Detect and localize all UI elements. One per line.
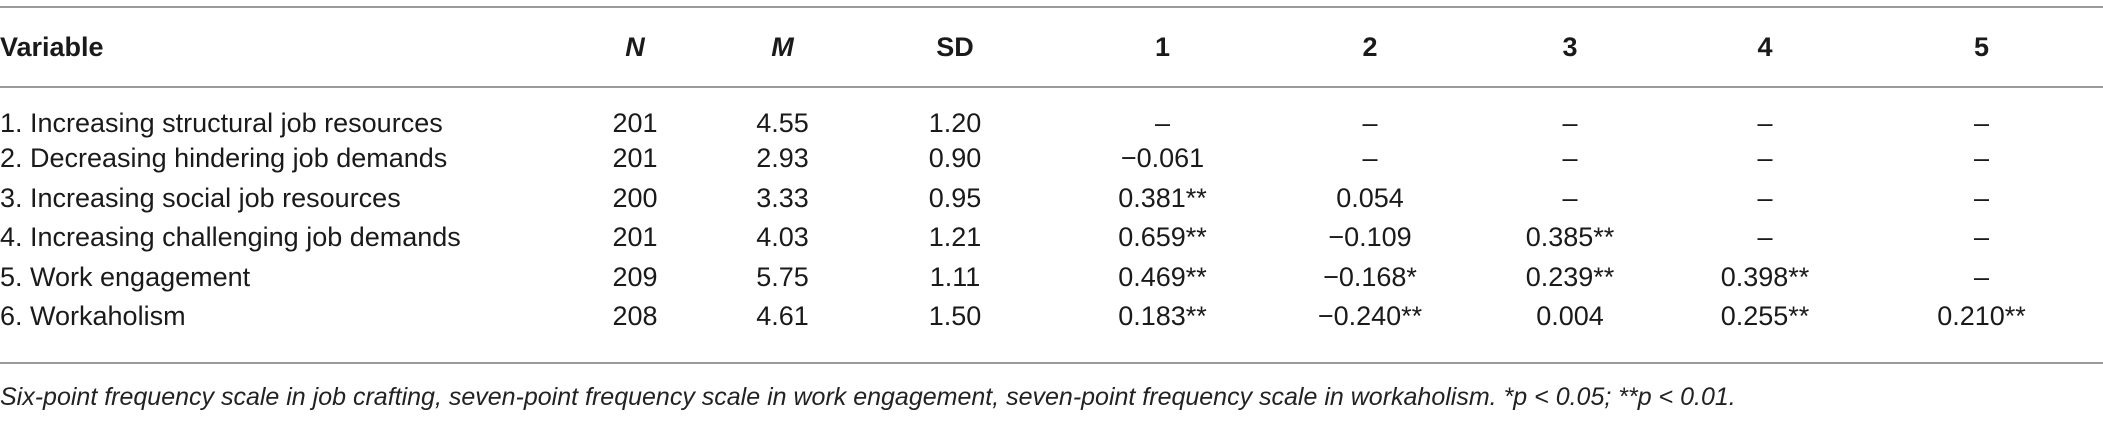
cell-sd: 0.90 [928,143,982,174]
table-row: 2. Decreasing hindering job demands 201 … [0,139,2103,179]
cell-sd: 0.95 [928,182,982,213]
cell-corr-5: – [1973,261,1990,292]
cell-n: 209 [612,261,658,292]
cell-corr-3: – [1562,143,1578,174]
header-n: N [625,31,645,62]
table-row: 6. Workaholism 208 4.61 1.50 0.183** −0.… [0,297,2103,337]
header-rule [0,86,2103,88]
header-row: Variable N M SD 1 2 3 4 5 [0,0,2103,90]
cell-corr-5: – [1973,182,1990,213]
cell-m: 4.03 [756,222,809,253]
header-col-4: 4 [1757,31,1773,62]
cell-corr-4: – [1757,222,1773,253]
cell-corr-2: 0.054 [1336,182,1404,213]
cell-sd: 1.50 [928,301,982,332]
cell-n: 208 [612,301,658,332]
cell-corr-4: – [1757,108,1773,138]
cell-corr-5: – [1973,108,1990,138]
cell-corr-1: 0.183** [1118,301,1207,332]
table-row: 3. Increasing social job resources 200 3… [0,179,2103,219]
cell-sd: 1.11 [929,261,981,292]
header-col-3: 3 [1562,31,1578,62]
header-sd: SD [936,31,974,62]
cell-m: 4.61 [756,301,809,332]
cell-corr-5: – [1973,143,1990,174]
cell-n: 200 [612,182,658,213]
header-m: M [771,31,794,62]
bottom-rule [0,362,2103,364]
cell-variable: 6. Workaholism [0,301,186,332]
header-variable: Variable [0,31,104,62]
table-row: 4. Increasing challenging job demands 20… [0,218,2103,258]
top-rule [0,6,2103,8]
cell-n: 201 [612,222,658,253]
cell-corr-1: 0.469** [1118,261,1207,292]
cell-variable: 3. Increasing social job resources [0,182,401,213]
cell-corr-4: – [1757,182,1773,213]
cell-corr-2: −0.168* [1323,261,1417,292]
cell-m: 5.75 [756,261,809,292]
cell-corr-1: 0.659** [1118,222,1207,253]
cell-variable: 1. Increasing structural job resources [0,108,443,138]
cell-sd: 1.20 [928,108,982,138]
cell-corr-2: −0.109 [1328,222,1412,253]
cell-m: 2.93 [756,143,809,174]
cell-corr-4: 0.255** [1720,301,1810,332]
cell-corr-2: −0.240** [1317,301,1423,332]
table-footnote: Six-point frequency scale in job craftin… [0,383,1736,411]
cell-corr-3: – [1562,182,1578,213]
cell-corr-3: 0.239** [1525,261,1615,292]
cell-corr-4: – [1757,143,1773,174]
cell-corr-2: – [1362,143,1378,174]
cell-variable: 2. Decreasing hindering job demands [0,143,448,174]
cell-corr-1: −0.061 [1120,143,1205,174]
header-col-1: 1 [1154,31,1171,62]
cell-n: 201 [612,143,658,174]
cell-corr-1: – [1154,108,1171,138]
cell-corr-5: – [1973,222,1990,253]
table-row: 5. Work engagement 209 5.75 1.11 0.469**… [0,258,2103,298]
header-col-2: 2 [1362,31,1378,62]
cell-sd: 1.21 [928,222,982,253]
cell-n: 201 [612,108,658,138]
cell-corr-5: 0.210** [1937,301,2026,332]
cell-corr-2: – [1362,108,1378,138]
cell-m: 4.55 [756,108,809,138]
cell-corr-3: 0.385** [1525,222,1615,253]
cell-corr-3: – [1562,108,1578,138]
cell-corr-1: 0.381** [1118,182,1207,213]
correlation-table: Variable N M SD 1 2 3 4 5 1. Increasing … [0,0,2103,337]
cell-variable: 4. Increasing challenging job demands [0,222,461,253]
cell-m: 3.33 [756,182,809,213]
header-col-5: 5 [1973,31,1990,62]
cell-corr-4: 0.398** [1720,261,1810,292]
cell-variable: 5. Work engagement [0,261,251,292]
table-row: 1. Increasing structural job resources 2… [0,90,2103,139]
cell-corr-3: 0.004 [1536,301,1604,332]
